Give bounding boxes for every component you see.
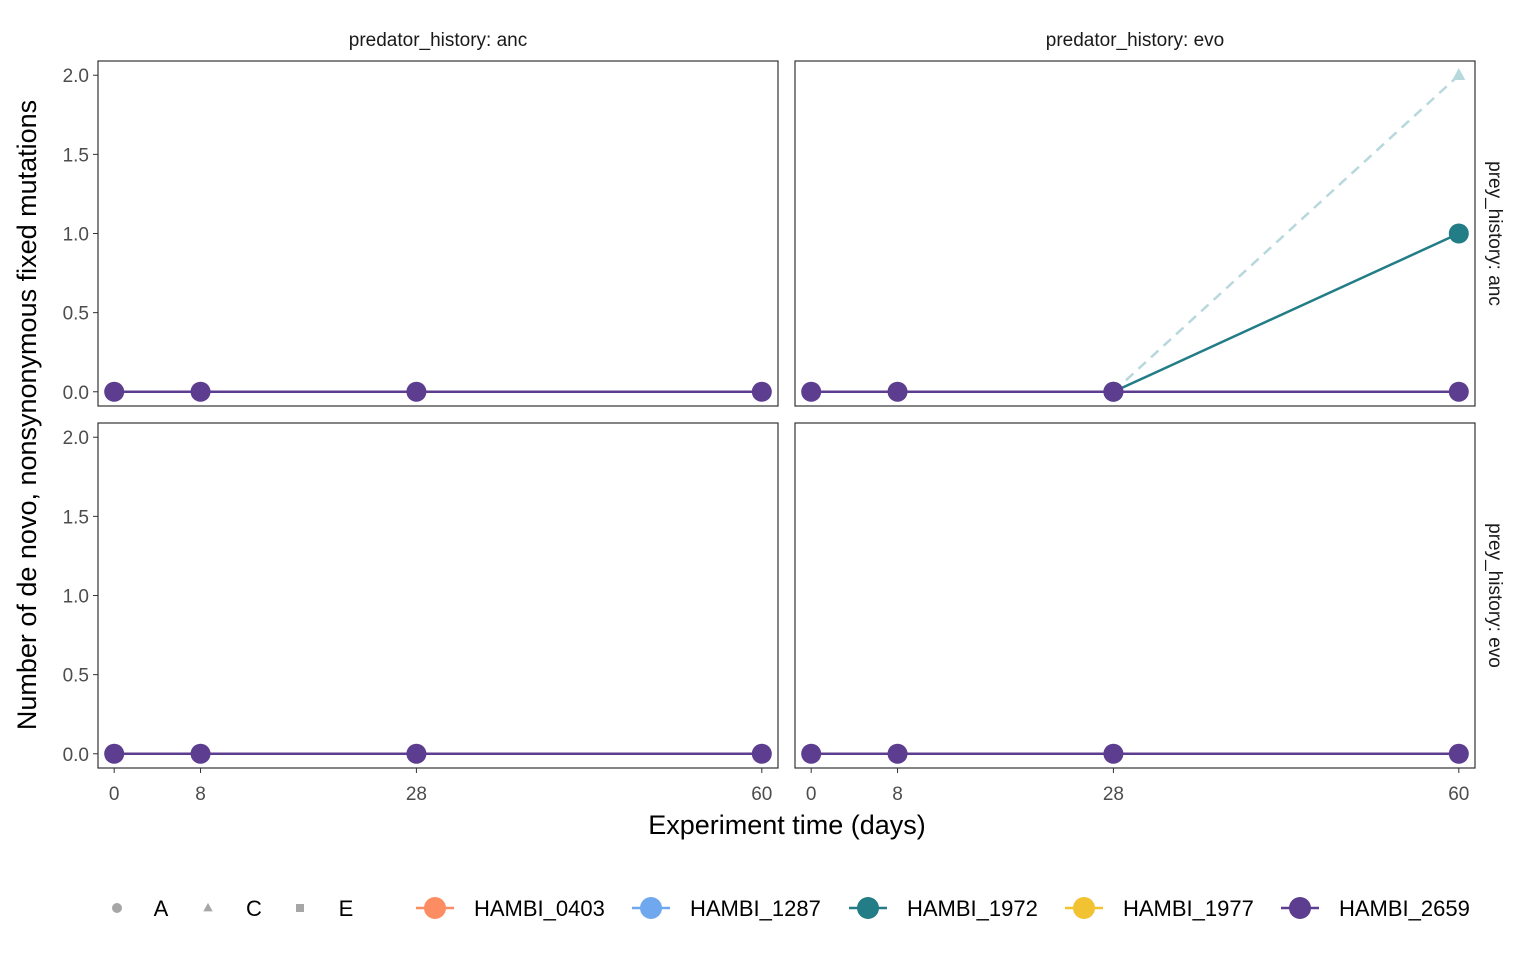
series-line [1112, 74, 1460, 393]
x-tick-label: 8 [195, 784, 206, 805]
legend-shape-key [112, 903, 122, 913]
panel-border [97, 422, 779, 769]
legend-point-key [640, 897, 662, 919]
legend-item-shape: A [112, 896, 169, 921]
legend-point-key [1073, 897, 1095, 919]
y-tick-label: 1.5 [63, 507, 89, 528]
x-tick-label: 28 [406, 784, 427, 805]
data-point [190, 381, 211, 402]
x-tick-label: 0 [806, 784, 817, 805]
x-tick-label: 60 [1448, 784, 1469, 805]
data-point [751, 381, 772, 402]
series-line [1112, 232, 1460, 393]
y-tick-label: 2.0 [63, 428, 89, 449]
y-tick-label: 0.5 [63, 304, 89, 325]
y-axis-title: Number of de novo, nonsynonymous fixed m… [12, 100, 42, 730]
y-tick-label: 2.0 [63, 66, 89, 87]
data-point [1448, 743, 1469, 764]
data-point [104, 743, 125, 764]
legend-strain-label: HAMBI_1972 [907, 896, 1038, 921]
panel-border [97, 60, 779, 407]
data-point [1448, 381, 1469, 402]
panel-border [794, 422, 1476, 769]
facet-panel [794, 422, 1476, 769]
legend-shape-label: A [154, 896, 169, 921]
legend-strain-label: HAMBI_0403 [474, 896, 605, 921]
y-tick-label: 1.0 [63, 225, 89, 246]
legend-point-key [857, 897, 879, 919]
data-point [190, 743, 211, 764]
data-point [887, 381, 908, 402]
legend-shape-key [203, 902, 213, 912]
data-point [1103, 381, 1124, 402]
x-tick-label: 0 [109, 784, 120, 805]
data-point [406, 381, 427, 402]
legend-strain-label: HAMBI_1287 [690, 896, 821, 921]
panels-layer: predator_history: anc predator_history: e… [63, 30, 1505, 805]
facet-panel [794, 60, 1476, 407]
facet-panel [97, 60, 779, 407]
legend-shape-label: E [339, 896, 354, 921]
data-point [801, 743, 822, 764]
legend-item-shape: E [296, 896, 353, 921]
legend-shape-key [296, 904, 304, 912]
x-tick-label: 60 [751, 784, 772, 805]
legend-item-strain: HAMBI_2659 [1281, 896, 1470, 921]
panel-border [794, 60, 1476, 407]
data-point [104, 381, 125, 402]
y-tick-label: 1.5 [63, 145, 89, 166]
legend-point-key [1289, 897, 1311, 919]
y-tick-label: 1.0 [63, 587, 89, 608]
y-tick-label: 0.0 [63, 383, 89, 404]
legend: A C E HAMBI_0403 HAMBI_1287 HAMBI_1972 HAMBI_1… [112, 896, 1470, 921]
x-tick-label: 28 [1103, 784, 1124, 805]
y-tick-label: 0.0 [63, 745, 89, 766]
facet-row-label: prey_history: anc [1484, 161, 1505, 306]
data-point [1448, 223, 1469, 244]
facet-row-label: prey_history: evo [1484, 523, 1505, 668]
facet-panel [97, 422, 779, 769]
legend-point-key [424, 897, 446, 919]
facet-col-label: predator_history: evo [1046, 30, 1225, 51]
legend-strain-label: HAMBI_1977 [1123, 896, 1254, 921]
data-point [801, 381, 822, 402]
legend-item-strain: HAMBI_1977 [1065, 896, 1254, 921]
legend-item-strain: HAMBI_0403 [416, 896, 605, 921]
legend-shape-label: C [246, 896, 262, 921]
legend-strain-label: HAMBI_2659 [1339, 896, 1470, 921]
legend-item-strain: HAMBI_1972 [849, 896, 1038, 921]
data-point [1103, 743, 1124, 764]
legend-item-strain: HAMBI_1287 [632, 896, 821, 921]
x-tick-label: 8 [892, 784, 903, 805]
facet-col-label: predator_history: anc [349, 30, 528, 51]
x-axis-title: Experiment time (days) [648, 810, 926, 840]
data-point [1452, 68, 1466, 81]
legend-item-shape: C [203, 896, 262, 921]
data-point [887, 743, 908, 764]
y-tick-label: 0.5 [63, 666, 89, 687]
data-point [406, 743, 427, 764]
data-point [751, 743, 772, 764]
